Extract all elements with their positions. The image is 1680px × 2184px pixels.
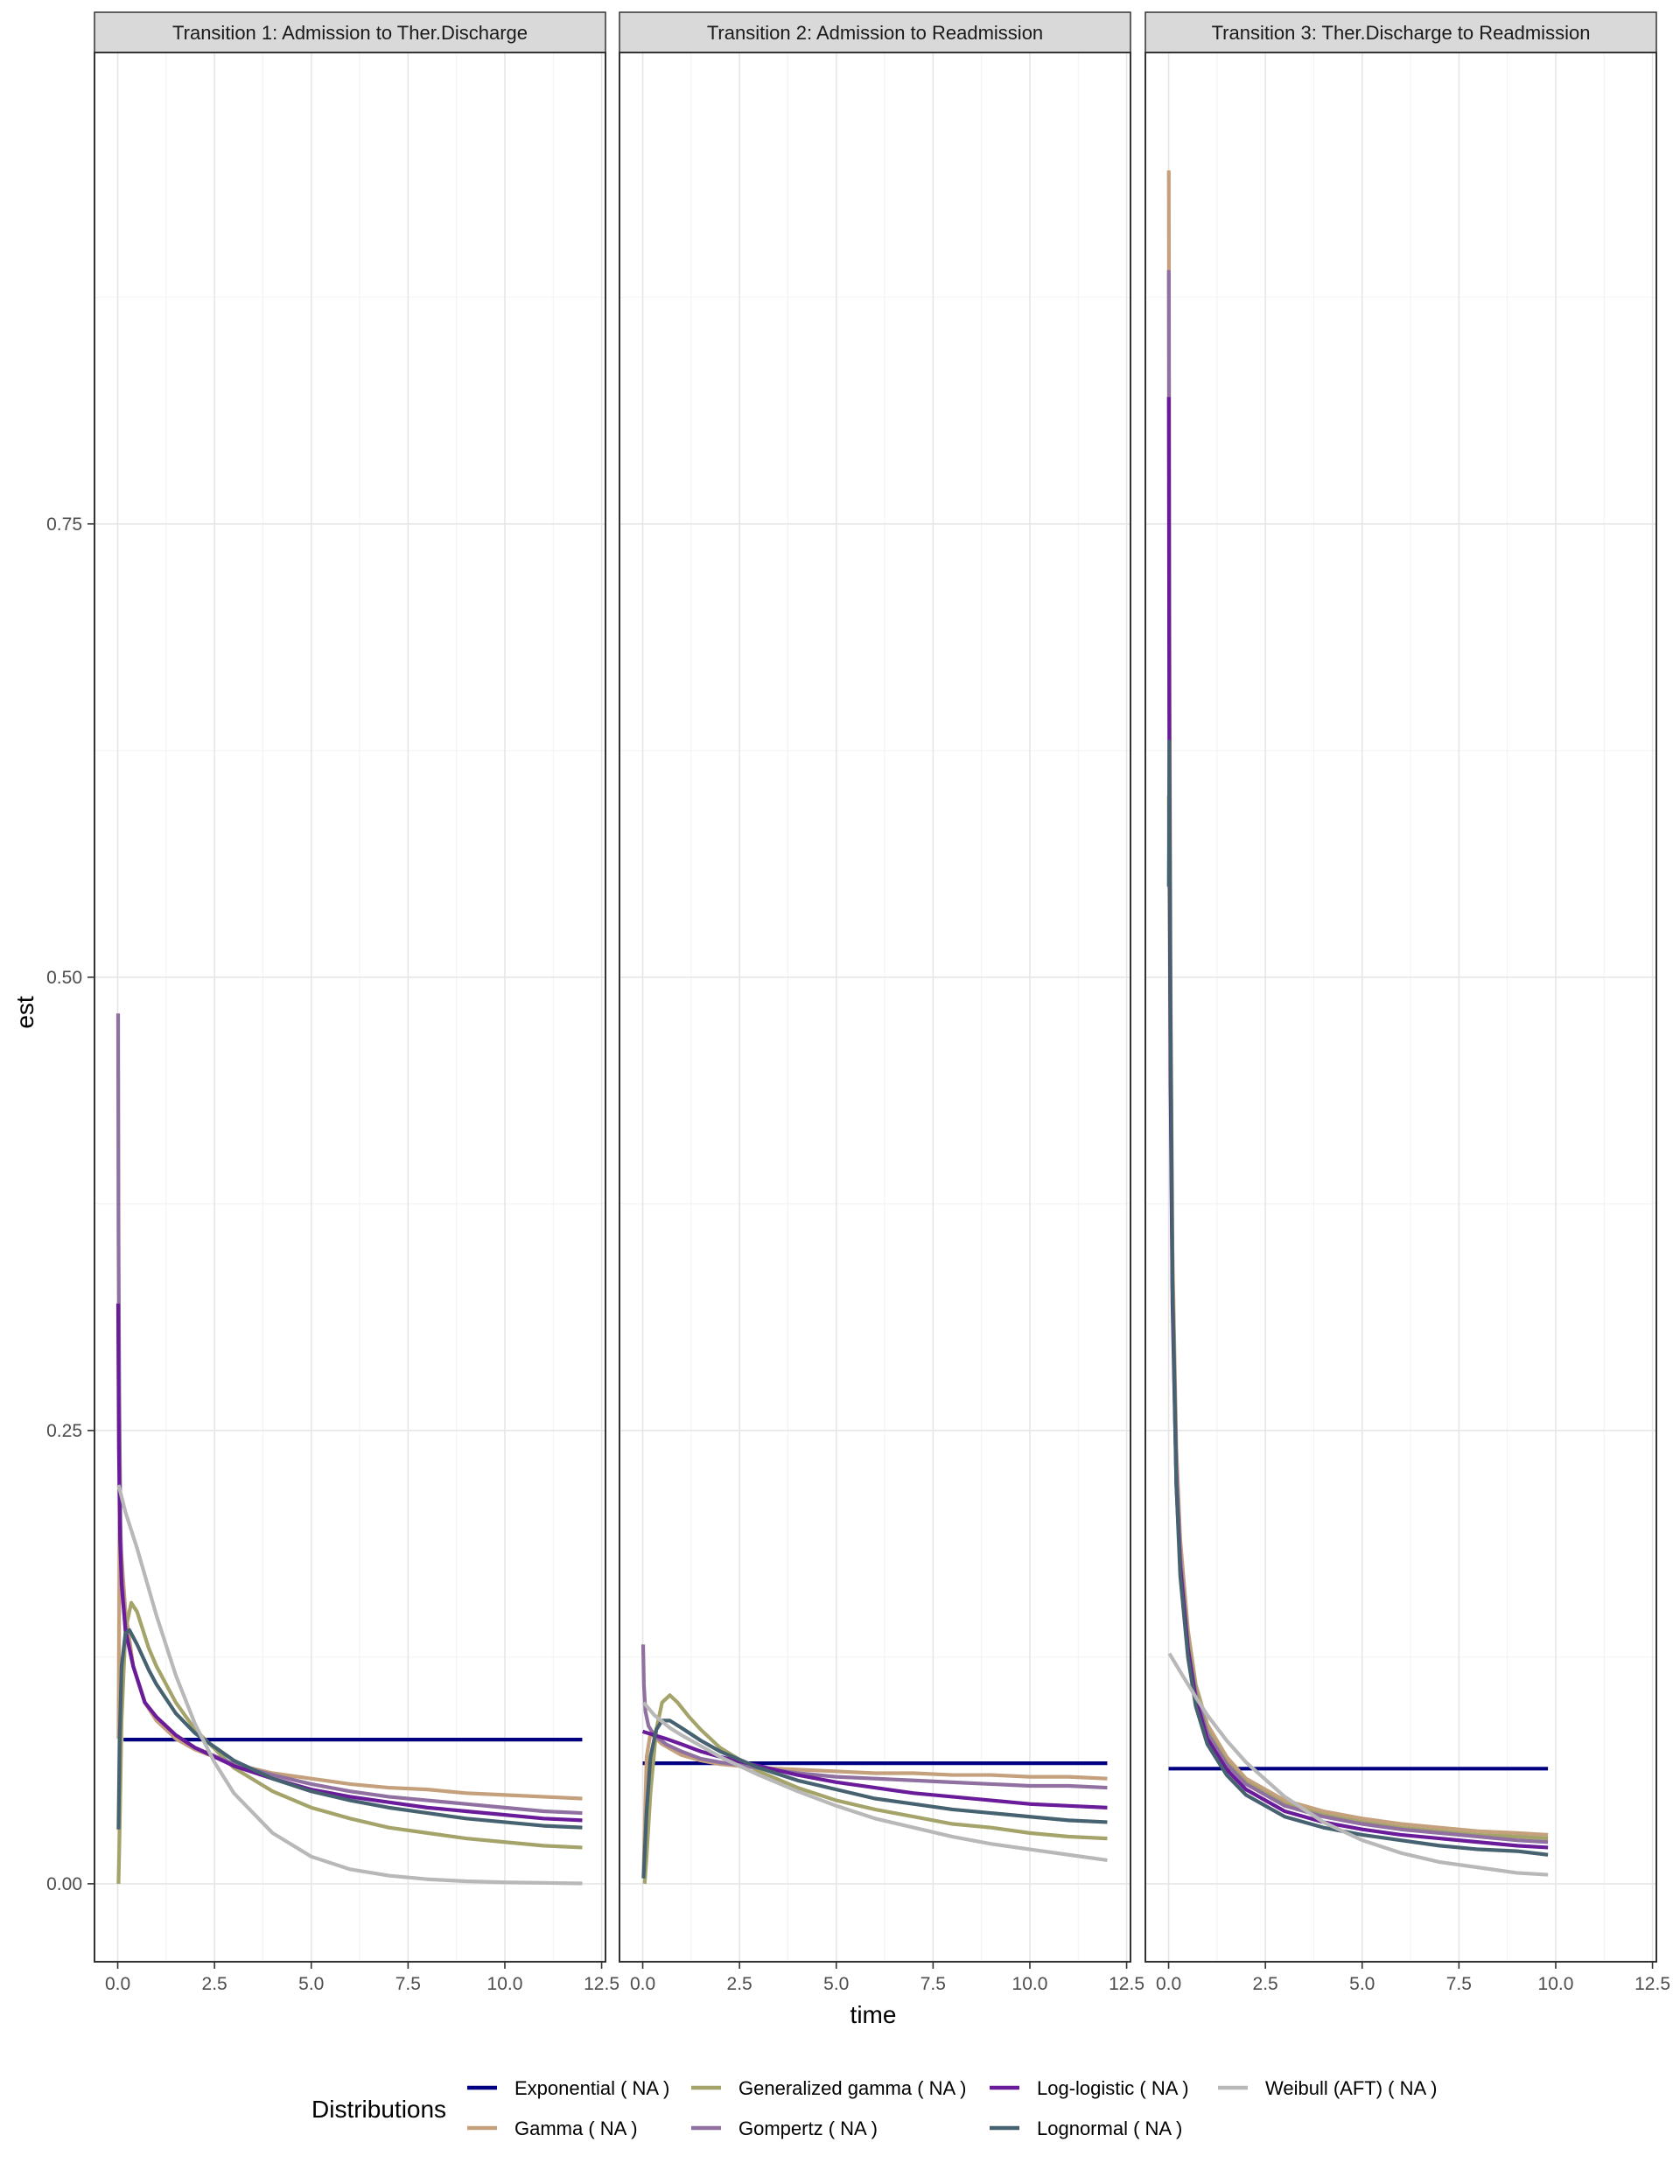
x-tick-label: 7.5 bbox=[396, 1974, 421, 1994]
legend-label: Gompertz ( NA ) bbox=[738, 2118, 878, 2139]
panel-title: Transition 3: Ther.Discharge to Readmiss… bbox=[1212, 22, 1591, 44]
series-line-lognormal-na bbox=[116, 1628, 583, 1830]
series-group bbox=[116, 1013, 583, 1886]
legend-title: Distributions bbox=[312, 2096, 446, 2123]
x-tick-label: 2.5 bbox=[202, 1974, 228, 1994]
legend-label: Gamma ( NA ) bbox=[514, 2118, 638, 2139]
x-tick-label: 12.5 bbox=[1634, 1974, 1670, 1994]
series-line-lognormal-na bbox=[1166, 739, 1549, 1857]
x-axis: 0.0 2.5 5.0 7.5 10.0 12.5 bbox=[1156, 1962, 1670, 1994]
panel-title: Transition 2: Admission to Readmission bbox=[707, 22, 1043, 44]
panel-border bbox=[619, 52, 1131, 1963]
series-group bbox=[1166, 170, 1549, 1877]
series-line-weibull-aft-na bbox=[1167, 1652, 1549, 1877]
x-tick-label: 10.0 bbox=[487, 1974, 523, 1994]
panel-3: Transition 3: Ther.Discharge to Readmiss… bbox=[1144, 11, 1670, 1994]
x-tick-label: 2.5 bbox=[727, 1974, 752, 1994]
panel-title: Transition 1: Admission to Ther.Discharg… bbox=[172, 22, 528, 44]
panel-background bbox=[94, 52, 606, 1962]
legend: Distributions Exponential ( NA ) Gamma ( … bbox=[312, 2077, 1437, 2139]
panel-strip bbox=[1144, 11, 1657, 53]
y-axis-title: est bbox=[11, 996, 38, 1029]
panel-border bbox=[1144, 52, 1657, 1963]
panel-1: Transition 1: Admission to Ther.Discharg… bbox=[46, 11, 620, 1994]
x-tick-label: 10.0 bbox=[1538, 1974, 1574, 1994]
series-line-lognormal-na bbox=[641, 1718, 1108, 1879]
legend-entry-gompertz-na: Gompertz ( NA ) bbox=[691, 2118, 878, 2139]
legend-label: Generalized gamma ( NA ) bbox=[738, 2077, 966, 2099]
y-tick-label: 0.50 bbox=[46, 968, 82, 988]
panel-border bbox=[94, 52, 606, 1963]
x-tick-label: 5.0 bbox=[823, 1974, 849, 1994]
panel-strip bbox=[94, 11, 606, 53]
x-tick-label: 7.5 bbox=[920, 1974, 946, 1994]
x-tick-label: 0.0 bbox=[1156, 1974, 1181, 1994]
x-tick-label: 0.0 bbox=[105, 1974, 130, 1994]
panel-background bbox=[620, 52, 1130, 1962]
gridlines bbox=[94, 52, 606, 1962]
panel-strip bbox=[619, 11, 1131, 53]
gridlines bbox=[620, 52, 1130, 1962]
legend-entry-lognormal-na: Lognormal ( NA ) bbox=[990, 2118, 1182, 2139]
x-tick-label: 5.0 bbox=[298, 1974, 324, 1994]
series-line-log-logistic-na bbox=[116, 1303, 583, 1823]
y-tick-label: 0.25 bbox=[46, 1421, 82, 1441]
legend-entries: Exponential ( NA ) Gamma ( NA ) Generalize… bbox=[467, 2077, 1437, 2139]
x-axis: 0.0 2.5 5.0 7.5 10.0 12.5 bbox=[630, 1962, 1144, 1994]
x-axis-title: time bbox=[850, 2001, 897, 2028]
series-line-weibull-aft-na bbox=[116, 1484, 583, 1886]
x-tick-label: 7.5 bbox=[1446, 1974, 1472, 1994]
x-tick-label: 0.0 bbox=[630, 1974, 655, 1994]
legend-entry-weibull-aft-na: Weibull (AFT) ( NA ) bbox=[1218, 2077, 1437, 2099]
panels-layer: Transition 1: Admission to Ther.Discharg… bbox=[46, 11, 1670, 1994]
legend-label: Log-logistic ( NA ) bbox=[1037, 2077, 1189, 2099]
x-tick-label: 5.0 bbox=[1349, 1974, 1375, 1994]
x-tick-label: 2.5 bbox=[1253, 1974, 1278, 1994]
x-axis: 0.0 2.5 5.0 7.5 10.0 12.5 bbox=[105, 1962, 620, 1994]
panel-2: Transition 2: Admission to Readmission 0.… bbox=[619, 11, 1144, 1994]
series-line-log-logistic-na bbox=[641, 1729, 1108, 1810]
legend-label: Weibull (AFT) ( NA ) bbox=[1265, 2077, 1437, 2099]
panel-background bbox=[1145, 52, 1656, 1962]
legend-label: Exponential ( NA ) bbox=[514, 2077, 669, 2099]
y-axis: 0.00 0.25 0.50 0.75 bbox=[46, 514, 94, 1894]
x-tick-label: 10.0 bbox=[1012, 1974, 1048, 1994]
axis-titles: time est bbox=[11, 996, 896, 2028]
legend-entry-log-logistic-na: Log-logistic ( NA ) bbox=[990, 2077, 1189, 2099]
y-tick-label: 0.00 bbox=[46, 1874, 82, 1894]
legend-entry-gamma-na: Gamma ( NA ) bbox=[467, 2118, 638, 2139]
legend-entry-generalized-gamma-na: Generalized gamma ( NA ) bbox=[691, 2077, 966, 2099]
legend-label: Lognormal ( NA ) bbox=[1037, 2118, 1182, 2139]
series-line-weibull-aft-na bbox=[641, 1701, 1108, 1863]
legend-entry-exponential-na: Exponential ( NA ) bbox=[467, 2077, 669, 2099]
x-tick-label: 12.5 bbox=[584, 1974, 620, 1994]
x-tick-label: 12.5 bbox=[1109, 1974, 1144, 1994]
y-tick-label: 0.75 bbox=[46, 514, 82, 535]
series-group bbox=[640, 1644, 1108, 1885]
